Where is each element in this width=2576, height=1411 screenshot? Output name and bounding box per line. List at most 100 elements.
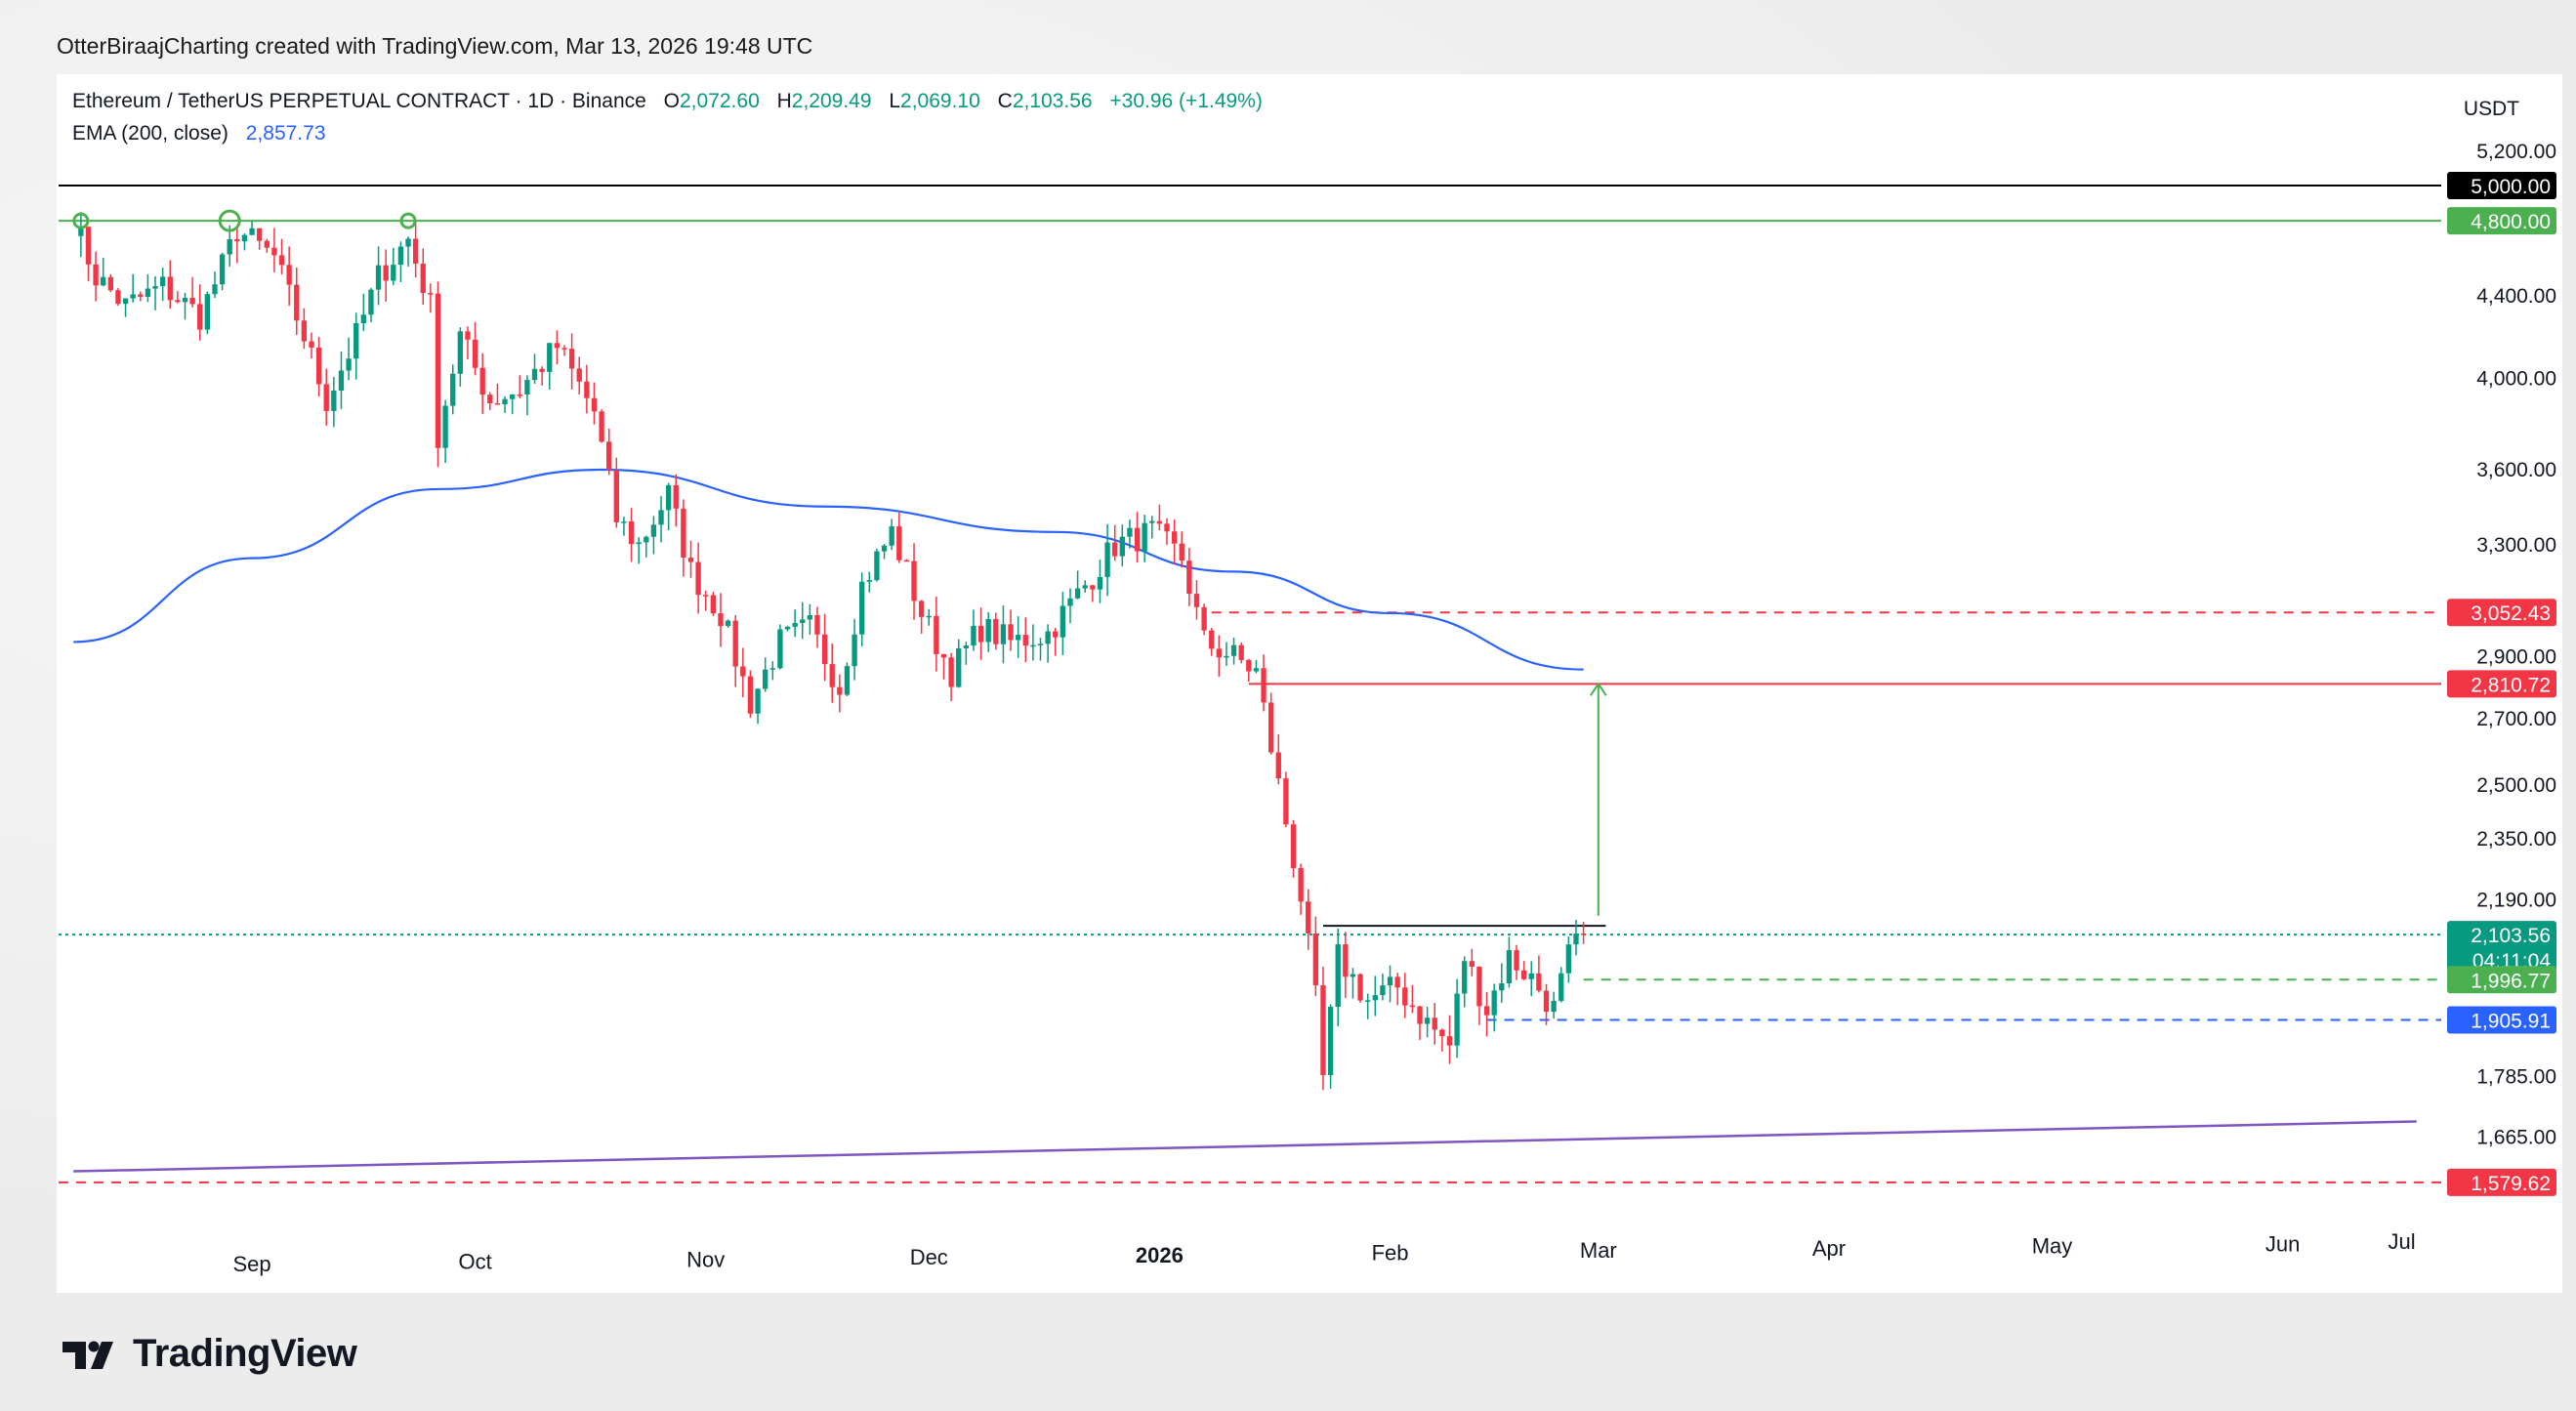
candle-body (1149, 520, 1155, 523)
candle-body (524, 380, 530, 395)
swing-high-marker (218, 209, 241, 232)
candle-body (1253, 668, 1260, 672)
candle-body (644, 536, 649, 543)
candle-body (769, 668, 775, 670)
candle-body (145, 288, 151, 297)
open-value: 2,072.60 (680, 90, 760, 112)
candle-body (234, 238, 240, 242)
price-label-box (2447, 921, 2556, 975)
candle-body (1053, 631, 1059, 638)
price-label-blue: 1,905.91 (2447, 1006, 2556, 1034)
tradingview-icon (62, 1341, 113, 1369)
candle-body (889, 525, 894, 546)
price-label-red: 2,810.72 (2447, 670, 2556, 698)
price-label-box (2447, 207, 2556, 235)
candle-body (1090, 585, 1096, 590)
candle-body (665, 484, 672, 511)
price-label-text: 2,810.72 (2471, 674, 2551, 696)
symbol-row: Ethereum / TetherUS PERPETUAL CONTRACT ·… (72, 85, 1263, 117)
x-axis: Sep Oct Nov Dec 2026 Feb Mar Apr May Jun Jul (232, 1229, 2415, 1276)
candle-body (896, 525, 902, 560)
candle-body (1469, 961, 1475, 968)
tradingview-wordmark: TradingView (133, 1332, 357, 1375)
candle-body (1573, 933, 1579, 945)
candle-body (732, 620, 738, 667)
candle-body (718, 613, 724, 627)
candle-body (1015, 635, 1021, 641)
x-tick-label: Oct (458, 1250, 491, 1274)
candle-body (1000, 624, 1007, 644)
candle-body (1037, 643, 1044, 645)
candle-body (1365, 1000, 1371, 1002)
candle-body (1536, 973, 1542, 991)
candle-body (807, 615, 813, 620)
candle-body (338, 370, 345, 391)
price-label-green: 4,800.00 (2447, 207, 2556, 235)
price-label-text: 5,000.00 (2471, 176, 2551, 198)
candle-body (457, 331, 464, 374)
close-value: 2,103.56 (1012, 90, 1093, 112)
candle-body (1082, 585, 1088, 589)
price-label-text: 1,579.62 (2471, 1173, 2551, 1195)
candle-body (531, 368, 538, 381)
candle-body (204, 294, 211, 330)
y-tick-label: 1,665.00 (2476, 1126, 2556, 1148)
y-tick-label: 1,785.00 (2476, 1066, 2556, 1089)
candle-body (940, 653, 947, 658)
candle-body (1580, 933, 1587, 935)
candle-body (301, 320, 308, 342)
candle-body (703, 595, 709, 597)
candle-body (264, 240, 270, 248)
candle-body (1320, 985, 1326, 1075)
tradingview-logo[interactable]: TradingView (62, 1332, 357, 1376)
ema-200-line (73, 468, 1584, 671)
candle-body (479, 367, 485, 395)
candle-body (1357, 974, 1363, 1001)
candle-body (1387, 976, 1393, 986)
candle-body (294, 284, 300, 321)
y-tick-label: 3,600.00 (2476, 459, 2556, 481)
candle-body (1350, 974, 1356, 977)
candle-body (650, 524, 657, 537)
candle-body (763, 669, 769, 689)
candle-body (249, 228, 255, 235)
candle-body (784, 626, 791, 630)
close-label: C (997, 90, 1013, 112)
candle-body (227, 238, 232, 255)
symbol-name[interactable]: Ethereum / TetherUS PERPETUAL CONTRACT ·… (72, 90, 646, 112)
candle-body (360, 314, 366, 323)
candle-body (1224, 655, 1229, 658)
candle-body (755, 688, 761, 714)
candle-body (621, 521, 627, 523)
x-tick-label: Dec (910, 1245, 948, 1269)
indicator-row: EMA (200, close) 2,857.73 (72, 117, 1263, 149)
candle-body (1514, 950, 1519, 971)
candle-body (1022, 635, 1028, 646)
candle-body (1432, 1017, 1437, 1030)
candle-body (175, 300, 181, 303)
candle-body (948, 657, 954, 687)
ema-label[interactable]: EMA (200, close) (72, 122, 229, 145)
price-label-text: 4,800.00 (2471, 211, 2551, 233)
candle-body (1216, 648, 1223, 658)
candle-body (1275, 752, 1281, 779)
candle-body (1186, 560, 1192, 595)
candle-body (687, 558, 694, 562)
candle-body (331, 390, 337, 411)
candle-body (539, 368, 545, 372)
candle-body (911, 560, 917, 602)
candle-body (450, 373, 456, 406)
candle-body (1499, 983, 1505, 991)
candle-body (636, 542, 642, 545)
candle-body (673, 484, 679, 509)
candle-body (189, 298, 195, 305)
candle-body (844, 666, 851, 695)
candle-body (85, 227, 92, 265)
candle-body (152, 286, 158, 289)
candle-body (628, 521, 635, 545)
candle-body (323, 384, 329, 411)
candle-body (472, 339, 478, 368)
candle-body (1104, 542, 1110, 577)
price-label-box (2447, 1168, 2556, 1196)
